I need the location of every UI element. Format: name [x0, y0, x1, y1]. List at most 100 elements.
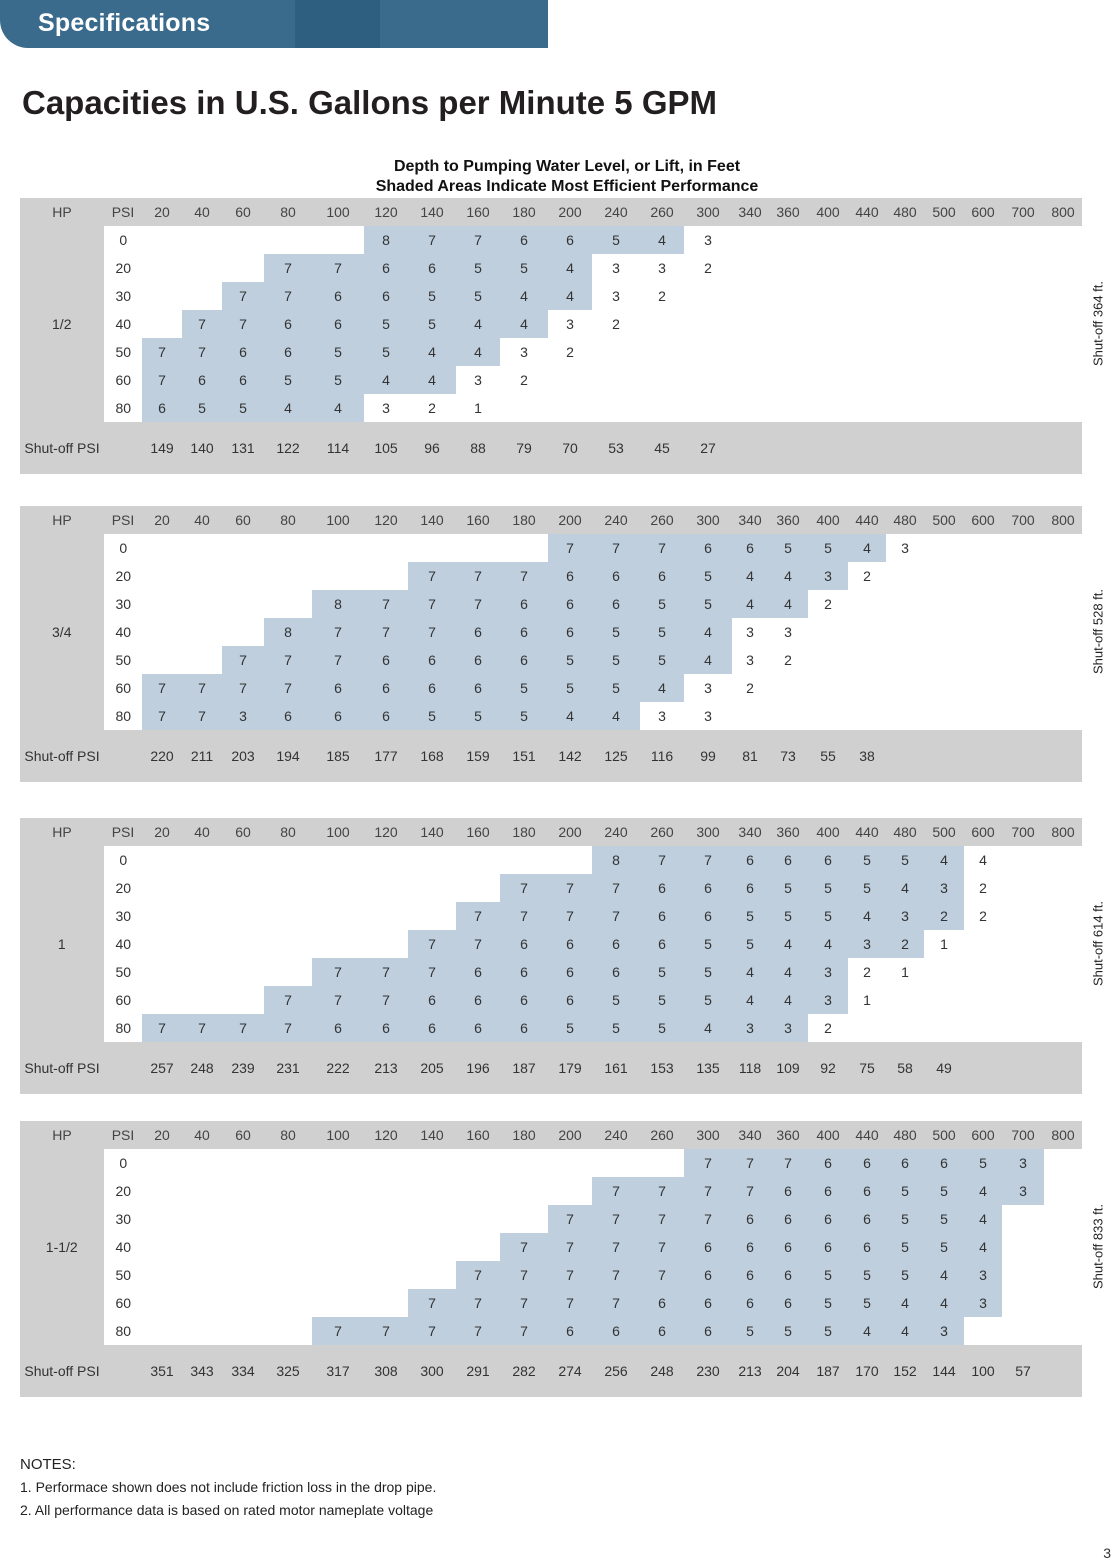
empty-cell: [1002, 1014, 1044, 1042]
empty-cell: [808, 422, 848, 474]
gpm-cell: 7: [312, 986, 364, 1014]
gpm-cell: 5: [500, 702, 548, 730]
depth-header: 600: [964, 818, 1002, 846]
empty-cell: [548, 1149, 592, 1177]
empty-cell: [548, 394, 592, 422]
gpm-cell: 3: [1002, 1149, 1044, 1177]
empty-cell: [964, 422, 1002, 474]
gpm-cell: 3: [612, 260, 620, 276]
gpm-cell: 5: [640, 618, 684, 646]
empty-cell: [222, 958, 264, 986]
empty-cell: [182, 1233, 222, 1261]
empty-cell: [142, 618, 182, 646]
shutoff-psi-label: Shut-off PSI: [20, 730, 104, 782]
empty-cell: [264, 590, 312, 618]
gpm-cell: 6: [364, 646, 408, 674]
psi-value: 40: [104, 310, 142, 338]
empty-cell: [456, 1149, 500, 1177]
table-row: 20 7 7 7 6 6 6 5 4 4 3 2: [20, 562, 1082, 590]
shutoff-psi-value: 88: [456, 422, 500, 474]
gpm-cell: 4: [886, 874, 924, 902]
empty-cell: [1044, 254, 1082, 282]
gpm-cell: 3: [924, 1317, 964, 1345]
empty-cell: [964, 310, 1002, 338]
shutoff-psi-value: 343: [182, 1345, 222, 1397]
empty-cell: [808, 646, 848, 674]
shutoff-depth-label: Shut-off 528 ft.: [1090, 588, 1106, 675]
gpm-cell: 5: [732, 1317, 768, 1345]
gpm-cell: 2: [824, 596, 832, 612]
gpm-cell: 7: [456, 1317, 500, 1345]
empty-cell: [1002, 310, 1044, 338]
shutoff-psi-value: 151: [500, 730, 548, 782]
gpm-cell: 5: [640, 958, 684, 986]
notes-heading: NOTES:: [20, 1456, 76, 1473]
depth-header: 340: [732, 198, 768, 226]
empty-cell: [1044, 674, 1082, 702]
psi-header: PSI: [104, 1121, 142, 1149]
gpm-cell: 5: [364, 310, 408, 338]
empty-cell: [500, 394, 548, 422]
empty-cell: [182, 618, 222, 646]
empty-cell: [964, 562, 1002, 590]
gpm-cell: 2: [886, 930, 924, 958]
depth-header: 20: [142, 506, 182, 534]
depth-header: 120: [364, 1121, 408, 1149]
gpm-cell: 7: [312, 1317, 364, 1345]
depth-header: 800: [1044, 1121, 1082, 1149]
empty-cell: [886, 310, 924, 338]
depth-header: 340: [732, 818, 768, 846]
gpm-cell: 7: [548, 1205, 592, 1233]
gpm-cell: 7: [548, 1233, 592, 1261]
gpm-cell: 4: [768, 958, 808, 986]
empty-cell: [592, 366, 640, 394]
empty-cell: [886, 282, 924, 310]
gpm-cell: 8: [312, 590, 364, 618]
empty-cell: [364, 930, 408, 958]
gpm-cell: 7: [222, 1014, 264, 1042]
table-row: 80 6 5 5 4 4 3 2 1: [20, 394, 1082, 422]
depth-header: 480: [886, 818, 924, 846]
empty-cell: [640, 310, 684, 338]
shutoff-psi-value: 185: [312, 730, 364, 782]
gpm-cell: 7: [640, 1205, 684, 1233]
empty-cell: [142, 1289, 182, 1317]
depth-header: 440: [848, 198, 886, 226]
depth-header: 340: [732, 1121, 768, 1149]
empty-cell: [312, 930, 364, 958]
gpm-cell: 6: [142, 394, 182, 422]
depth-header: 40: [182, 818, 222, 846]
empty-cell: [1002, 986, 1044, 1014]
empty-cell: [592, 338, 640, 366]
gpm-cell: 7: [408, 618, 456, 646]
empty-cell: [364, 1289, 408, 1317]
depth-header: 260: [640, 506, 684, 534]
gpm-cell: 6: [640, 930, 684, 958]
empty-cell: [222, 902, 264, 930]
empty-cell: [924, 338, 964, 366]
empty-cell: [924, 394, 964, 422]
empty-cell: [456, 846, 500, 874]
empty-cell: [964, 338, 1002, 366]
gpm-cell: 2: [612, 316, 620, 332]
empty-cell: [886, 702, 924, 730]
depth-header: 20: [142, 1121, 182, 1149]
empty-cell: [964, 226, 1002, 254]
empty-cell: [142, 590, 182, 618]
gpm-cell: 5: [456, 282, 500, 310]
empty-cell: [264, 902, 312, 930]
gpm-cell: 5: [684, 590, 732, 618]
depth-header: 400: [808, 818, 848, 846]
table-row: 40 7 7 7 7 6 6 6 6 6 5 5 4: [20, 1233, 1082, 1261]
empty-cell: [886, 618, 924, 646]
gpm-cell: 3: [658, 260, 666, 276]
depth-header: 600: [964, 1121, 1002, 1149]
gpm-cell: 5: [848, 1261, 886, 1289]
psi-value: 80: [104, 1014, 142, 1042]
depth-header: 300: [684, 1121, 732, 1149]
gpm-cell: 4: [364, 366, 408, 394]
empty-cell: [768, 226, 808, 254]
gpm-cell: 5: [592, 226, 640, 254]
depth-header: 480: [886, 1121, 924, 1149]
table-row: 1/2 0 8 7 7 6 6 5 4 3: [20, 226, 1082, 422]
